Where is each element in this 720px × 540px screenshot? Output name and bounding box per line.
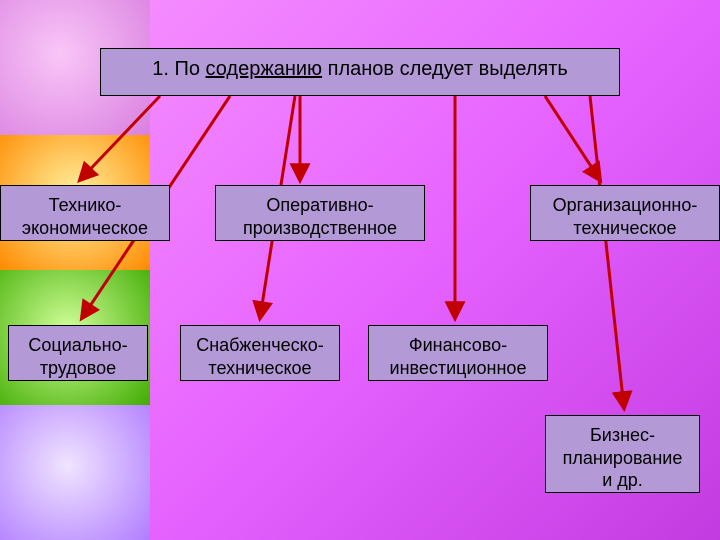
title-suffix: планов следует выделять xyxy=(322,58,568,80)
node-supply-tech: Снабженческо-техническое xyxy=(180,325,340,381)
node-label: Финансово-инвестиционное xyxy=(390,335,527,378)
node-label: Социально-трудовое xyxy=(28,335,127,378)
node-label: Бизнес-планированиеи др. xyxy=(563,425,683,490)
node-label: Оперативно-производственное xyxy=(243,195,397,238)
title-prefix: 1. По xyxy=(152,58,205,80)
node-social-labor: Социально-трудовое xyxy=(8,325,148,381)
node-oper-prod: Оперативно-производственное xyxy=(215,185,425,241)
bg-strip-3 xyxy=(0,405,150,540)
node-label: Технико-экономическое xyxy=(22,195,148,238)
node-label: Снабженческо-техническое xyxy=(196,335,324,378)
node-biz-plan: Бизнес-планированиеи др. xyxy=(545,415,700,493)
node-label: Организационно-техническое xyxy=(553,195,698,238)
title-underlined: содержанию xyxy=(206,58,323,80)
node-fin-invest: Финансово-инвестиционное xyxy=(368,325,548,381)
node-org-tech: Организационно-техническое xyxy=(530,185,720,241)
title-box: 1. По содержанию планов следует выделять xyxy=(100,48,620,96)
node-tech-econ: Технико-экономическое xyxy=(0,185,170,241)
